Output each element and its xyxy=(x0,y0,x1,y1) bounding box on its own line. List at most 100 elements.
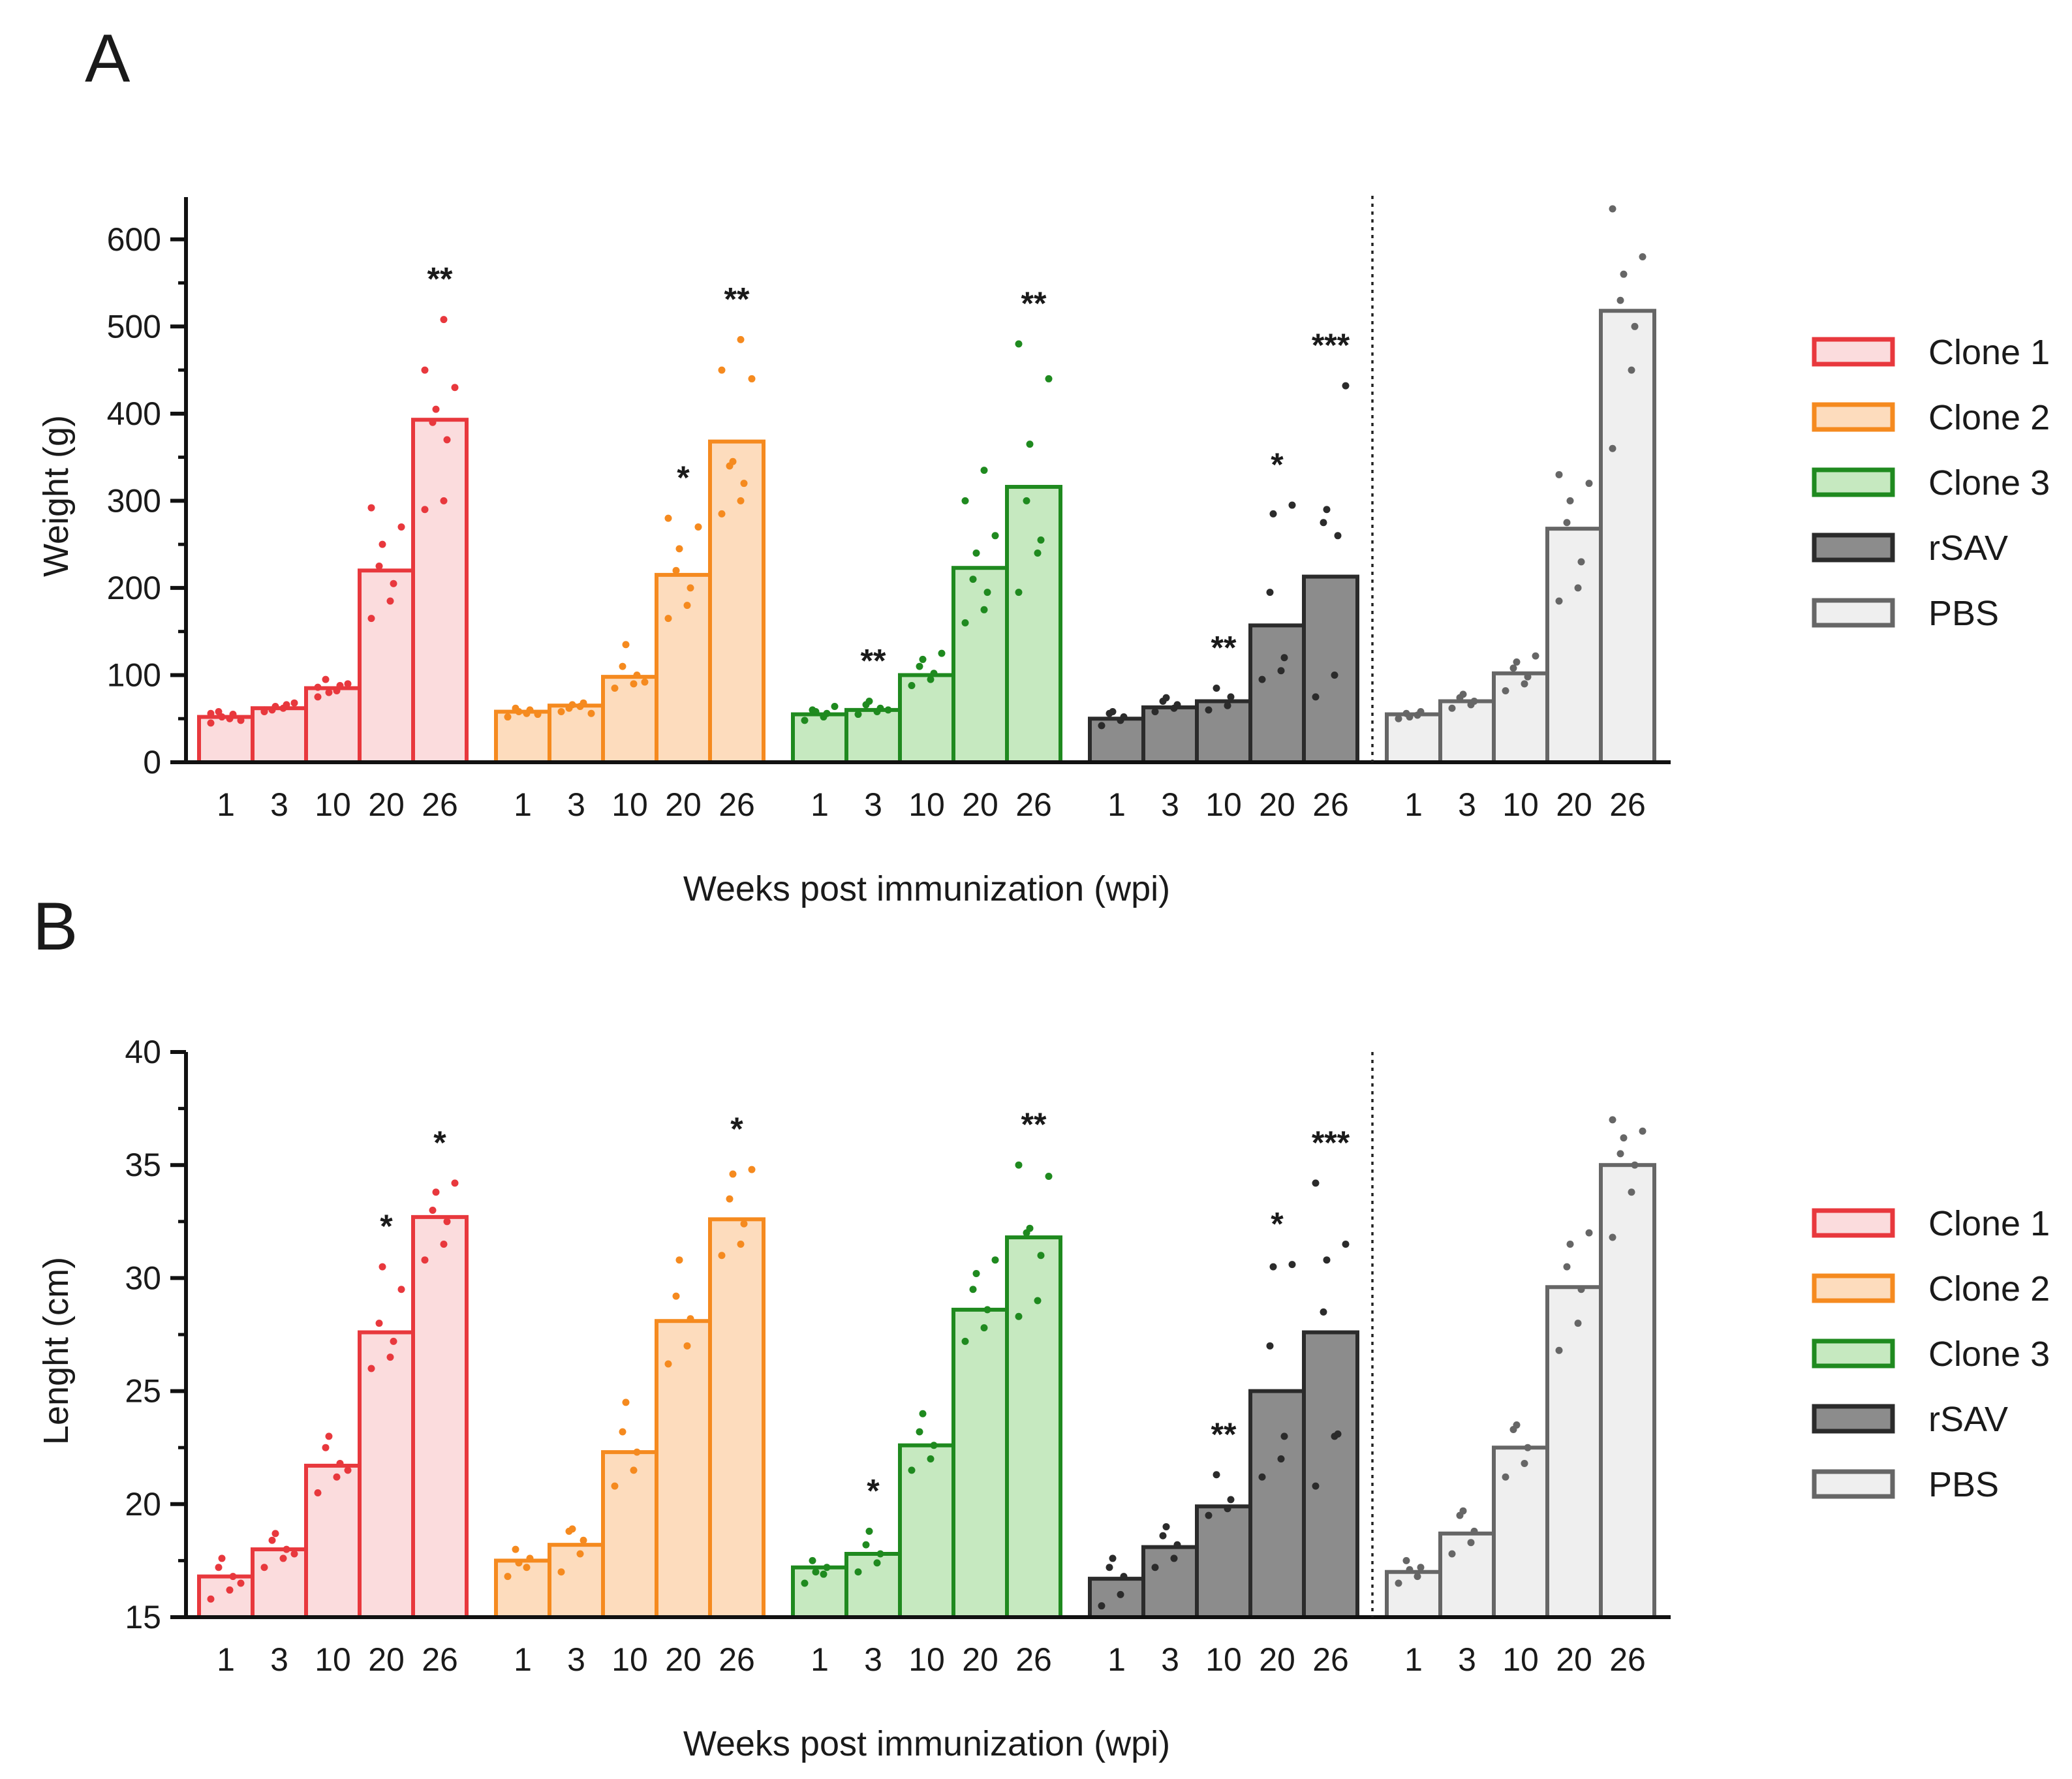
data-point xyxy=(443,436,451,444)
bar-a-rsav-wpi-20 xyxy=(1248,623,1306,764)
data-point xyxy=(675,1256,683,1264)
data-point xyxy=(207,709,215,717)
data-point xyxy=(737,335,745,343)
data-point xyxy=(1414,1573,1421,1581)
data-point xyxy=(1320,519,1327,527)
data-point xyxy=(1015,589,1023,596)
data-point xyxy=(271,1530,279,1538)
x-tick-label: 1 xyxy=(1107,786,1126,823)
data-point xyxy=(1320,1308,1327,1316)
data-point xyxy=(1342,382,1350,390)
data-point xyxy=(1609,1116,1616,1124)
data-point xyxy=(207,719,215,727)
data-point xyxy=(908,681,916,689)
x-tick-label: 10 xyxy=(1502,1641,1539,1678)
significance-label: *** xyxy=(1312,1124,1350,1161)
data-point xyxy=(729,457,737,465)
data-point xyxy=(421,506,429,514)
y-tick-label: 30 xyxy=(125,1260,161,1296)
x-tick-label: 3 xyxy=(1161,1641,1179,1678)
data-point xyxy=(664,1360,672,1368)
legend-label-clone-1: Clone 1 xyxy=(1928,333,2050,372)
x-tick-label: 20 xyxy=(1556,786,1592,823)
bar-a-pbs-wpi-26 xyxy=(1599,309,1656,765)
data-point xyxy=(1034,1297,1042,1305)
x-tick-label: 10 xyxy=(1205,1641,1242,1678)
data-point xyxy=(1045,1173,1053,1181)
data-point xyxy=(630,680,638,688)
data-point xyxy=(1342,1240,1350,1248)
x-tick-label: 1 xyxy=(1404,786,1423,823)
data-point xyxy=(991,1256,999,1264)
x-tick-label: 26 xyxy=(1015,1641,1052,1678)
x-tick-label: 26 xyxy=(719,786,755,823)
data-point xyxy=(1109,708,1117,716)
bar-b-clone-1-wpi-1 xyxy=(197,1574,255,1619)
data-point xyxy=(812,1568,820,1576)
legend-swatch-rsav xyxy=(1812,1404,1895,1434)
x-tick-label: 20 xyxy=(665,1641,702,1678)
bar-b-clone-1-wpi-3 xyxy=(251,1547,308,1620)
x-tick-label: 10 xyxy=(315,1641,351,1678)
data-point xyxy=(397,1286,405,1293)
data-point xyxy=(1631,322,1639,330)
bar-b-clone-3-wpi-10 xyxy=(898,1443,955,1620)
data-point xyxy=(619,1428,626,1436)
data-point xyxy=(823,1564,831,1571)
data-point xyxy=(432,405,440,413)
data-point xyxy=(1585,1229,1593,1237)
data-point xyxy=(619,662,626,670)
data-point xyxy=(641,678,649,686)
data-point xyxy=(1312,1179,1320,1187)
data-point xyxy=(672,1292,680,1300)
data-point xyxy=(1577,1286,1585,1293)
data-point xyxy=(991,532,999,540)
significance-label: *** xyxy=(1312,327,1350,364)
data-point xyxy=(1470,698,1478,705)
data-point xyxy=(367,504,375,512)
significance-label: ** xyxy=(724,281,750,317)
data-point xyxy=(218,1555,226,1562)
bar-b-clone-2-wpi-26 xyxy=(708,1217,765,1620)
data-point xyxy=(1402,1556,1410,1564)
data-point xyxy=(333,687,341,694)
data-point xyxy=(972,549,980,557)
x-tick-label: 26 xyxy=(422,786,458,823)
data-point xyxy=(576,1550,584,1558)
x-tick-label: 20 xyxy=(1259,1641,1295,1678)
x-tick-label: 10 xyxy=(908,1641,945,1678)
data-point xyxy=(1577,558,1585,566)
legend-swatch-clone-2 xyxy=(1812,402,1895,432)
data-point xyxy=(1312,1482,1320,1490)
data-point xyxy=(1151,1564,1159,1571)
x-tick-label: 1 xyxy=(217,1641,235,1678)
legend-swatch-clone-2 xyxy=(1812,1273,1895,1303)
data-point xyxy=(969,576,977,583)
bar-a-clone-1-wpi-20 xyxy=(358,568,415,764)
bar-b-clone-2-wpi-20 xyxy=(655,1319,712,1619)
data-point xyxy=(1159,1532,1167,1539)
data-point xyxy=(1566,1240,1574,1248)
weight-legend: Clone 1 Clone 2 Clone 3 rSAV PBS xyxy=(1812,333,2050,633)
data-point xyxy=(1609,205,1616,213)
data-point xyxy=(1269,1263,1277,1271)
legend-swatch-clone-3 xyxy=(1812,467,1895,497)
data-point xyxy=(1288,1261,1296,1269)
data-point xyxy=(1574,1320,1582,1327)
bar-a-clone-3-wpi-3 xyxy=(844,707,902,765)
data-point xyxy=(908,1466,916,1474)
data-point xyxy=(1616,1150,1624,1158)
legend-label-clone-3: Clone 3 xyxy=(1928,1335,2050,1374)
y-tick-label: 0 xyxy=(143,744,161,781)
significance-label: * xyxy=(1271,446,1284,483)
data-point xyxy=(664,615,672,623)
bar-a-clone-3-wpi-10 xyxy=(898,673,955,765)
data-point xyxy=(1227,693,1235,701)
data-point xyxy=(664,514,672,522)
data-point xyxy=(283,701,290,709)
x-tick-label: 10 xyxy=(1205,786,1242,823)
data-point xyxy=(557,1568,565,1576)
data-point xyxy=(1015,340,1023,348)
data-point xyxy=(557,708,565,716)
